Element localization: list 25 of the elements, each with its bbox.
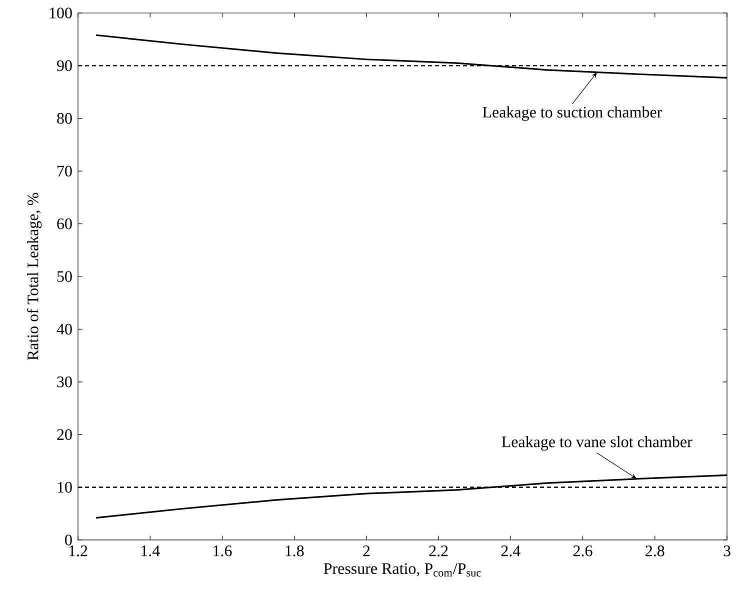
x-tick-label: 2.4 xyxy=(501,546,520,556)
y-tick-label: 60 xyxy=(57,218,72,230)
x-tick-label: 2.6 xyxy=(573,546,592,556)
y-tick-label: 20 xyxy=(57,429,72,440)
x-tick-label: 3 xyxy=(724,546,730,556)
x-tick-label: 2.8 xyxy=(646,546,664,556)
y-tick-label: 70 xyxy=(58,166,72,176)
y-tick-label: 90 xyxy=(56,60,72,72)
y-tick-label: 0 xyxy=(65,534,72,546)
y-tick-label: 80 xyxy=(57,113,72,124)
x-tick-label: 2.2 xyxy=(429,546,448,556)
x-axis-title: Pressure Ratio, P$_{com}$/P$_{suc}$ xyxy=(324,563,481,577)
y-tick-label: 50 xyxy=(57,271,72,282)
x-tick-label: 1.2 xyxy=(69,546,88,556)
x-tick-label: 1.4 xyxy=(142,546,160,556)
annotation: Leakage to vane slot chamber xyxy=(502,436,692,451)
y-axis-title: Ratio of Total Leakage, % xyxy=(26,192,42,360)
x-tick-label: 2 xyxy=(363,546,370,556)
x-tick-label: 1.8 xyxy=(286,546,304,556)
y-tick-label: 10 xyxy=(58,482,72,493)
y-tick-label: 100 xyxy=(50,8,72,18)
x-tick-label: 1.6 xyxy=(214,546,232,556)
y-tick-label: 40 xyxy=(56,324,72,335)
annotation: Leakage to suction chamber xyxy=(482,106,662,121)
y-tick-label: 30 xyxy=(57,376,72,388)
